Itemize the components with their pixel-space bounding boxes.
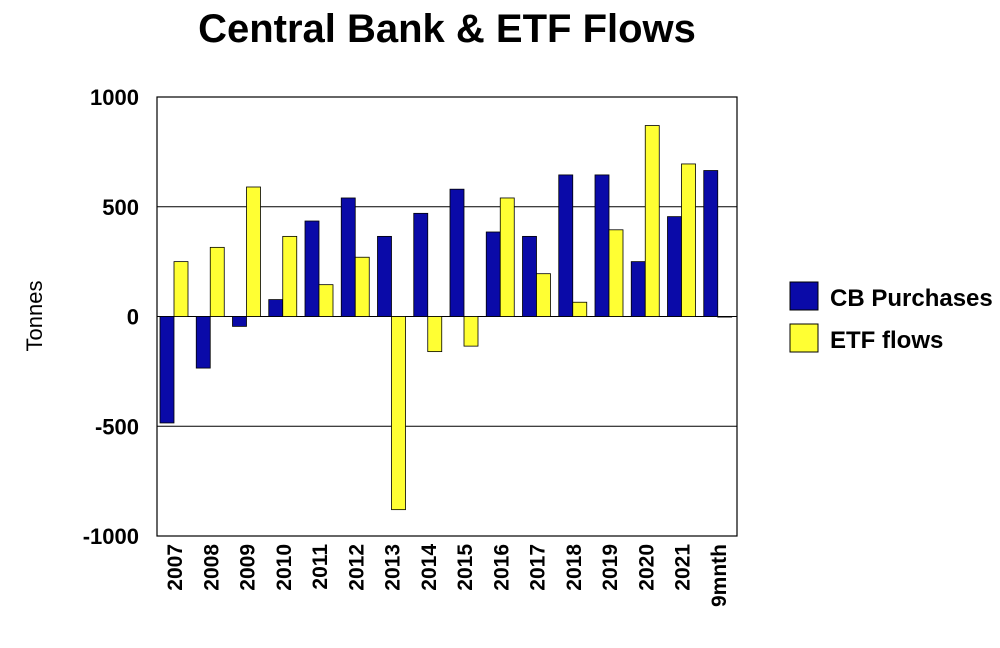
x-tick-label: 2011: [309, 544, 332, 590]
bar-etf-flows-2021: [681, 163, 696, 317]
bar-etf-flows-2020: [644, 125, 660, 317]
bar-cb-purchases-9mnth: [703, 170, 719, 317]
bar-cb-purchases-2015: [449, 188, 465, 317]
bar-etf-flows-2013: [391, 316, 406, 511]
x-tick-label: 2013: [382, 544, 405, 591]
bar-cb-purchases-2019: [594, 174, 610, 317]
bar-cb-purchases-2013: [377, 235, 392, 317]
bar-cb-purchases-2017: [522, 235, 537, 317]
x-tick-label: 2019: [599, 544, 622, 591]
bar-cb-purchases-2018: [558, 174, 574, 317]
bar-cb-purchases-2012: [340, 197, 356, 317]
bar-etf-flows-2018: [572, 301, 588, 317]
legend: CB Purchases ETF flows: [789, 281, 993, 354]
x-tick-label: 2010: [273, 544, 296, 591]
y-tick-label: 500: [102, 195, 139, 220]
y-tick-label: -500: [95, 414, 139, 439]
bar-etf-flows-2009: [246, 186, 261, 317]
bar-cb-purchases-2014: [413, 212, 429, 317]
x-tick-label: 2017: [527, 544, 550, 591]
bar-etf-flows-2011: [318, 284, 334, 317]
x-tick-label: 2007: [164, 544, 187, 591]
x-tick-label: 2008: [200, 544, 223, 591]
bar-cb-purchases-2020: [630, 261, 646, 317]
legend-swatch-etf-flows: [789, 323, 819, 353]
chart-title: Central Bank & ETF Flows: [198, 7, 696, 51]
bar-etf-flows-9mnth: [717, 316, 733, 318]
x-tick-label: 2015: [454, 544, 477, 591]
bar-etf-flows-2007: [173, 261, 189, 317]
bar-etf-flows-2008: [209, 246, 225, 317]
x-tick-label: 2009: [237, 544, 260, 591]
bar-etf-flows-2014: [427, 316, 443, 353]
bar-etf-flows-2012: [354, 256, 370, 317]
bar-cb-purchases-2007: [159, 316, 175, 424]
plot-frame: [156, 96, 738, 537]
x-tick-label: 2014: [418, 544, 441, 591]
legend-swatch-cb-purchases: [789, 281, 819, 311]
bar-cb-purchases-2008: [195, 316, 211, 369]
y-axis-label: Tonnes: [22, 281, 47, 352]
bar-etf-flows-2010: [282, 235, 298, 317]
x-tick-label: 2016: [490, 544, 513, 591]
bar-cb-purchases-2009: [232, 316, 247, 327]
x-tick-label: 2021: [672, 544, 695, 591]
x-tick-label: 2012: [345, 544, 368, 591]
y-tick-label: -1000: [83, 524, 139, 549]
bar-etf-flows-2019: [608, 229, 624, 317]
bar-etf-flows-2017: [536, 273, 551, 317]
bar-cb-purchases-2011: [304, 220, 320, 317]
legend-label: ETF flows: [830, 327, 943, 354]
bar-cb-purchases-2010: [268, 299, 284, 317]
x-tick-label: 2020: [635, 544, 658, 591]
bar-etf-flows-2015: [463, 316, 479, 347]
y-tick-label: 1000: [90, 85, 139, 110]
y-tick-label: 0: [127, 305, 139, 330]
bar-etf-flows-2016: [499, 197, 515, 317]
legend-label: CB Purchases: [830, 285, 993, 312]
plot-area: 1000 500 0 -500 -1000 2007 2008 2009 2010 2011 201…: [83, 85, 738, 607]
x-tick-label: 2018: [563, 544, 586, 591]
bar-cb-purchases-2021: [667, 216, 682, 317]
bar-cb-purchases-2016: [485, 231, 501, 317]
x-tick-label: 9mnth: [708, 544, 731, 607]
